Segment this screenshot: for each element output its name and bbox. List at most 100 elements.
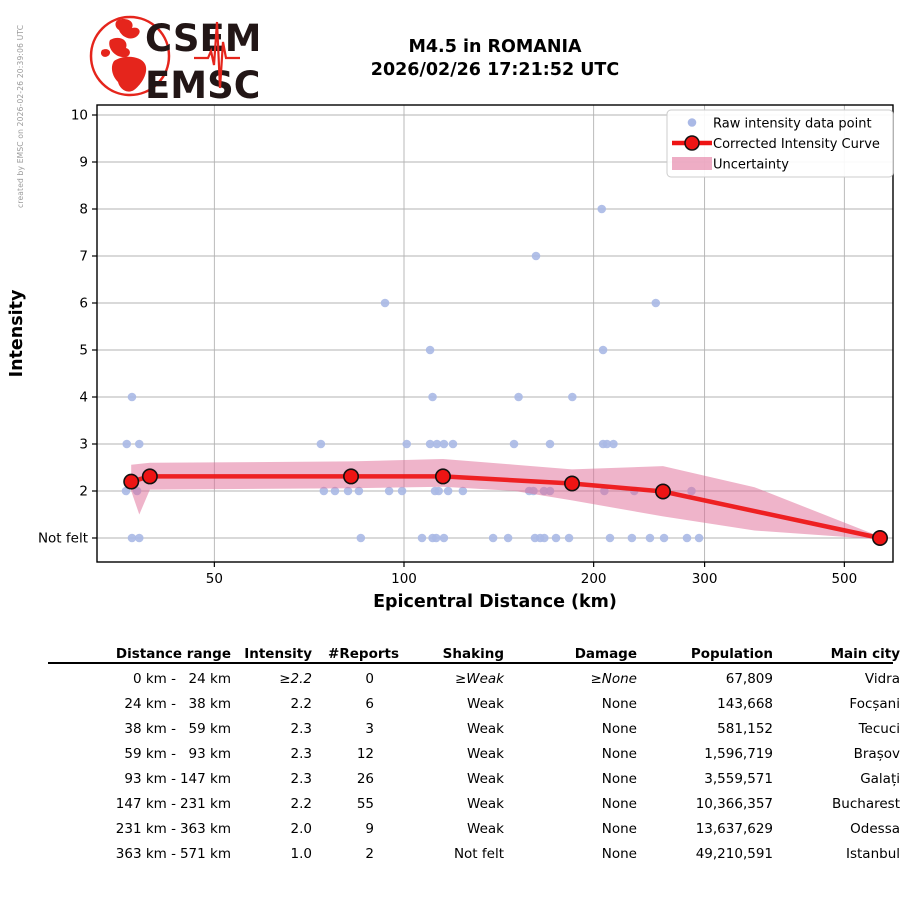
table-cell-shaking: Not felt [453,846,504,862]
table-cell-reports: 0 [365,671,374,687]
table-cell-damage: None [601,846,637,862]
raw-intensity-point [356,533,366,543]
title-datetime: 2026/02/26 17:21:52 UTC [370,60,620,80]
table-cell-to: 59 km [188,721,231,737]
table-header-cell: Main city [830,646,900,662]
legend-band-icon [672,157,712,170]
y-tick-label: 7 [79,249,88,265]
table-header-cell: Population [690,646,773,662]
table-header-cell: Damage [574,646,637,662]
table-cell-population: 143,668 [717,696,773,712]
raw-intensity-point [488,533,498,543]
x-tick-label: 500 [831,571,857,587]
raw-intensity-point [425,439,435,449]
raw-intensity-point [432,439,442,449]
y-tick-label: 6 [79,296,88,312]
table-cell-shaking: ≥Weak [454,671,504,687]
table-cell-population: 581,152 [717,721,773,737]
table-cell-reports: 55 [356,796,374,812]
raw-intensity-point [605,533,615,543]
table-cell-from: 38 km - [124,721,176,737]
raw-intensity-point [645,533,655,543]
plot-frame [96,104,894,563]
table-cell-city: Galați [860,771,900,787]
emsc-logo: CSEM EMSC [89,15,258,106]
table-cell-to: 38 km [188,696,231,712]
raw-intensity-point [402,439,412,449]
table-cell-damage: None [601,821,637,837]
table-cell-from: 147 km - [115,796,176,812]
table-cell-reports: 3 [365,721,374,737]
raw-intensity-point [627,533,637,543]
table-cell-shaking: Weak [467,696,504,712]
table-header-rule [48,662,893,664]
raw-intensity-point [448,439,458,449]
table-header-cell: Shaking [442,646,504,662]
raw-intensity-point [127,533,137,543]
raw-intensity-point [319,486,329,496]
raw-intensity-point [343,486,353,496]
table-cell-population: 1,596,719 [704,746,773,762]
logo-emsc-text: EMSC [145,64,258,106]
title-event: M4.5 in ROMANIA [408,37,582,57]
x-tick-label: 50 [206,571,223,587]
curve-marker [872,529,889,546]
raw-intensity-point [503,533,513,543]
table-cell-reports: 9 [365,821,374,837]
table-cell-to: 93 km [188,746,231,762]
raw-intensity-point [602,439,612,449]
curve-marker [141,468,158,485]
table-cell-from: 59 km - [124,746,176,762]
x-tick-label: 100 [391,571,417,587]
table-cell-damage: None [601,696,637,712]
table-cell-intensity: 1.0 [290,846,312,862]
table-cell-intensity: 2.0 [290,821,312,837]
table-cell-intensity: 2.3 [290,721,312,737]
table-cell-population: 49,210,591 [695,846,773,862]
globe-icon [89,15,171,97]
x-tick-label: 300 [692,571,718,587]
raw-intensity-point [551,533,561,543]
table-cell-reports: 12 [356,746,374,762]
raw-intensity-point [417,533,427,543]
table-cell-intensity: ≥2.2 [279,671,312,687]
raw-intensity-point [545,439,555,449]
table-cell-reports: 6 [365,696,374,712]
legend: Raw intensity data point Corrected Intens… [666,109,894,178]
table-cell-shaking: Weak [467,771,504,787]
raw-intensity-point [316,439,326,449]
raw-intensity-point [354,486,364,496]
curve-marker [564,475,581,492]
y-tick-label: 2 [79,484,88,500]
raw-intensity-point [380,298,390,308]
table-cell-damage: None [601,721,637,737]
table-cell-intensity: 2.3 [290,771,312,787]
raw-intensity-point [330,486,340,496]
legend-raw-point-icon [687,118,697,127]
table-cell-city: Vidra [864,671,900,687]
raw-intensity-point [134,439,144,449]
curve-marker [434,468,451,485]
raw-intensity-point [425,345,435,355]
raw-intensity-point [428,392,437,402]
raw-intensity-point [651,298,661,308]
table-cell-intensity: 2.3 [290,746,312,762]
raw-intensity-point [514,392,523,402]
raw-intensity-point [682,533,692,543]
table-cell-shaking: Weak [467,821,504,837]
y-tick-label: 8 [79,202,88,218]
table-cell-damage: None [601,746,637,762]
raw-intensity-point [439,533,449,543]
curve-markers [123,468,889,546]
raw-intensity-point [531,251,541,261]
legend-entry-label: Corrected Intensity Curve [713,137,880,152]
raw-intensity-point [134,533,144,543]
raw-intensity-point [609,439,618,449]
table-cell-intensity: 2.2 [290,796,312,812]
table-cell-shaking: Weak [467,721,504,737]
legend-box [666,109,894,178]
y-axis-label: Intensity [7,289,27,377]
raw-intensity-point [598,345,608,355]
table-cell-population: 3,559,571 [704,771,773,787]
